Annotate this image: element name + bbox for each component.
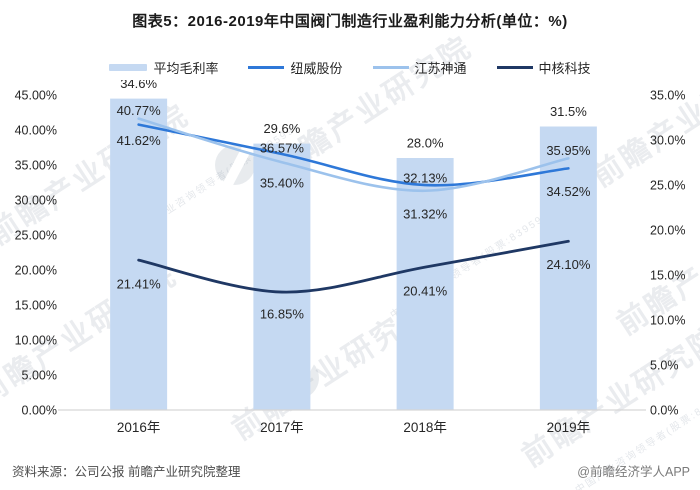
legend-item-average-gross-margin: 平均毛利率 bbox=[109, 58, 218, 77]
bar-2017年 bbox=[253, 143, 311, 410]
chart-legend: 平均毛利率 纽威股份 江苏神通 中核科技 bbox=[0, 58, 700, 77]
right-axis-tick: 0.0% bbox=[650, 404, 679, 418]
x-axis-label: 2018年 bbox=[403, 420, 447, 435]
legend-line-swatch-icon bbox=[372, 66, 409, 69]
data-label-江苏神通: 35.40% bbox=[260, 176, 305, 191]
legend-label: 中核科技 bbox=[538, 61, 591, 76]
data-label-中核科技: 16.85% bbox=[260, 307, 305, 322]
x-axis-label: 2017年 bbox=[260, 420, 304, 435]
page-title: 图表5：2016-2019年中国阀门制造行业盈利能力分析(单位：%) bbox=[132, 13, 568, 30]
right-axis-tick: 25.0% bbox=[650, 179, 685, 193]
left-axis-tick: 20.00% bbox=[15, 264, 57, 278]
legend-label: 江苏神通 bbox=[414, 61, 467, 76]
line-江苏神通 bbox=[137, 117, 570, 193]
right-axis-tick: 15.0% bbox=[650, 269, 685, 283]
legend-item-jiangsu-shentong: 江苏神通 bbox=[372, 58, 467, 77]
left-axis-tick: 25.00% bbox=[15, 229, 57, 243]
data-label-平均毛利率: 31.5% bbox=[550, 104, 587, 119]
bar-2019年 bbox=[539, 126, 597, 410]
legend-line-swatch-icon bbox=[496, 66, 533, 69]
x-axis-label: 2016年 bbox=[117, 420, 161, 435]
left-axis-tick: 15.00% bbox=[15, 299, 57, 313]
legend-item-zhonghe-keji: 中核科技 bbox=[496, 58, 591, 77]
x-axis-label: 2019年 bbox=[547, 420, 591, 435]
data-label-纽威股份: 34.52% bbox=[546, 184, 591, 199]
legend-line-swatch-icon bbox=[248, 66, 285, 69]
legend-label: 纽威股份 bbox=[290, 61, 343, 76]
line-中核科技 bbox=[137, 239, 570, 294]
left-axis-tick: 5.00% bbox=[22, 369, 57, 383]
data-label-江苏神通: 35.95% bbox=[546, 143, 591, 158]
left-axis-tick: 10.00% bbox=[15, 334, 57, 348]
legend-item-neway: 纽威股份 bbox=[248, 58, 343, 77]
left-axis-tick: 35.00% bbox=[15, 159, 57, 173]
data-label-纽威股份: 40.77% bbox=[117, 103, 162, 118]
right-axis-tick: 30.0% bbox=[650, 134, 685, 148]
right-axis-tick: 20.0% bbox=[650, 224, 685, 238]
data-label-平均毛利率: 28.0% bbox=[407, 136, 444, 151]
right-axis-tick: 5.0% bbox=[650, 359, 679, 373]
bar-2018年 bbox=[396, 158, 454, 410]
left-axis-tick: 40.00% bbox=[15, 124, 57, 138]
data-label-中核科技: 20.41% bbox=[403, 284, 448, 299]
data-label-纽威股份: 32.13% bbox=[403, 171, 448, 186]
right-axis-tick: 10.0% bbox=[650, 314, 685, 328]
data-label-中核科技: 24.10% bbox=[546, 257, 591, 272]
left-axis-tick: 45.00% bbox=[15, 89, 57, 103]
bar-2016年 bbox=[110, 98, 168, 410]
legend-label: 平均毛利率 bbox=[153, 61, 219, 76]
left-axis-tick: 30.00% bbox=[15, 194, 57, 208]
left-axis-tick: 0.00% bbox=[22, 404, 57, 418]
data-label-江苏神通: 41.62% bbox=[117, 133, 162, 148]
data-label-江苏神通: 31.32% bbox=[403, 206, 448, 221]
right-axis-tick: 35.0% bbox=[650, 89, 685, 103]
data-label-中核科技: 21.41% bbox=[117, 277, 162, 292]
source-note: 资料来源：公司公报 前瞻产业研究院整理 bbox=[12, 465, 241, 479]
data-label-平均毛利率: 29.6% bbox=[263, 121, 300, 136]
combo-chart: 40.77% 36.57% 32.13% 34.52% 41.62% 35.40% 31.3… bbox=[15, 80, 686, 435]
credit-note: @前瞻经济学人APP bbox=[577, 465, 690, 479]
data-label-纽威股份: 36.57% bbox=[260, 141, 305, 156]
data-label-平均毛利率: 34.6% bbox=[120, 80, 157, 91]
legend-bar-swatch-icon bbox=[109, 64, 148, 71]
